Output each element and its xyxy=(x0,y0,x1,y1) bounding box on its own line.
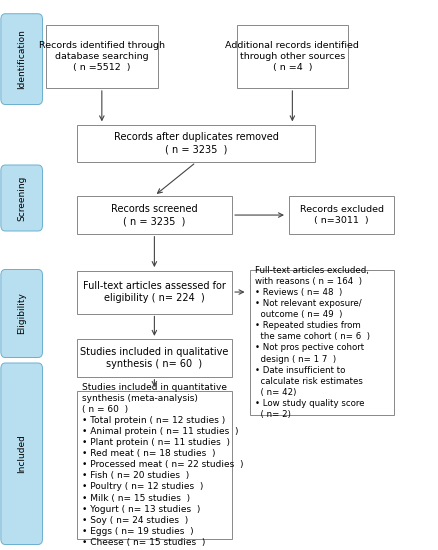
FancyBboxPatch shape xyxy=(1,270,42,358)
Text: Identification: Identification xyxy=(17,29,26,89)
Text: Additional records identified
through other sources
( n =4  ): Additional records identified through ot… xyxy=(226,41,359,72)
FancyBboxPatch shape xyxy=(77,196,232,234)
FancyBboxPatch shape xyxy=(46,25,158,88)
FancyBboxPatch shape xyxy=(77,125,315,162)
FancyBboxPatch shape xyxy=(77,390,232,539)
FancyBboxPatch shape xyxy=(237,25,348,88)
Text: Records after duplicates removed
( n = 3235  ): Records after duplicates removed ( n = 3… xyxy=(113,133,279,155)
Text: Included: Included xyxy=(17,434,26,473)
Text: Studies included in qualitative
synthesis ( n= 60  ): Studies included in qualitative synthesi… xyxy=(80,347,229,369)
FancyBboxPatch shape xyxy=(77,271,232,314)
Text: Records identified through
database searching
( n =5512  ): Records identified through database sear… xyxy=(39,41,165,72)
Text: Studies included in quantitative
synthesis (meta-analysis)
( n = 60  )
• Total p: Studies included in quantitative synthes… xyxy=(82,383,244,547)
FancyBboxPatch shape xyxy=(250,270,394,415)
Text: Records excluded
( n=3011  ): Records excluded ( n=3011 ) xyxy=(300,205,384,225)
Text: Full-text articles excluded,
with reasons ( n = 164  )
• Reviews ( n= 48  )
• No: Full-text articles excluded, with reason… xyxy=(255,266,370,419)
Text: Screening: Screening xyxy=(17,175,26,221)
FancyBboxPatch shape xyxy=(1,363,42,544)
FancyBboxPatch shape xyxy=(1,165,42,231)
FancyBboxPatch shape xyxy=(77,339,232,377)
FancyBboxPatch shape xyxy=(289,196,394,234)
Text: Full-text articles assessed for
eligibility ( n= 224  ): Full-text articles assessed for eligibil… xyxy=(83,281,226,303)
Text: Records screened
( n = 3235  ): Records screened ( n = 3235 ) xyxy=(111,204,198,226)
Text: Eligibility: Eligibility xyxy=(17,293,26,334)
FancyBboxPatch shape xyxy=(1,14,42,104)
